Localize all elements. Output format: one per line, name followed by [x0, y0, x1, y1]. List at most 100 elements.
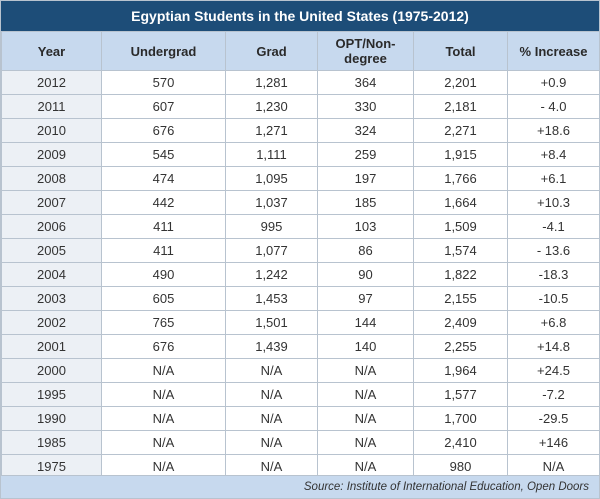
cell-opt: 97: [317, 286, 414, 311]
cell-opt: 90: [317, 262, 414, 287]
cell-grad: 1,095: [225, 166, 318, 191]
cell-undergrad: 490: [101, 262, 226, 287]
cell-opt: 259: [317, 142, 414, 167]
cell-undergrad: N/A: [101, 406, 226, 431]
cell-undergrad: 411: [101, 238, 226, 263]
cell-undergrad: N/A: [101, 382, 226, 407]
cell-year: 1975: [1, 454, 102, 479]
cell-increase: - 13.6: [507, 238, 600, 263]
cell-grad: 1,281: [225, 70, 318, 95]
cell-undergrad: N/A: [101, 358, 226, 383]
cell-undergrad: 676: [101, 118, 226, 143]
cell-undergrad: 474: [101, 166, 226, 191]
cell-increase: +10.3: [507, 190, 600, 215]
cell-year: 2005: [1, 238, 102, 263]
cell-year: 2009: [1, 142, 102, 167]
table-row: 2011 607 1,230 330 2,181- 4.0: [1, 94, 600, 119]
cell-increase: -10.5: [507, 286, 600, 311]
cell-opt: 144: [317, 310, 414, 335]
cell-increase: -7.2: [507, 382, 600, 407]
cell-opt: 197: [317, 166, 414, 191]
cell-grad: N/A: [225, 430, 318, 455]
cell-increase: N/A: [507, 454, 600, 479]
cell-year: 2002: [1, 310, 102, 335]
cell-opt: 86: [317, 238, 414, 263]
cell-undergrad: 765: [101, 310, 226, 335]
header-year: Year: [1, 31, 102, 71]
cell-increase: +6.1: [507, 166, 600, 191]
table-row: 2003 605 1,453 97 2,155 -10.5: [1, 286, 600, 311]
cell-total: 2,255: [413, 334, 508, 359]
cell-total: 2,409: [413, 310, 508, 335]
cell-year: 2004: [1, 262, 102, 287]
cell-grad: 1,271: [225, 118, 318, 143]
cell-total: 2,271: [413, 118, 508, 143]
cell-increase: +18.6: [507, 118, 600, 143]
cell-undergrad: 442: [101, 190, 226, 215]
cell-total: 1,915: [413, 142, 508, 167]
header-undergrad: Undergrad: [101, 31, 226, 71]
table-row: 2002 765 1,501 144 2,409 +6.8: [1, 310, 600, 335]
cell-opt: N/A: [317, 430, 414, 455]
cell-total: 2,181: [413, 94, 508, 119]
cell-total: 2,410: [413, 430, 508, 455]
cell-total: 2,155: [413, 286, 508, 311]
cell-grad: 1,439: [225, 334, 318, 359]
cell-grad: 1,077: [225, 238, 318, 263]
table-row: 2009 545 1,111 259 1,915 +8.4: [1, 142, 600, 167]
table-row: 2000 N/A N/A N/A 1,964 +24.5: [1, 358, 600, 383]
cell-year: 2000: [1, 358, 102, 383]
table-row: 1995 N/A N/A N/A 1,577 -7.2: [1, 382, 600, 407]
table-title: Egyptian Students in the United States (…: [1, 1, 599, 31]
cell-year: 2006: [1, 214, 102, 239]
cell-increase: -29.5: [507, 406, 600, 431]
cell-increase: +24.5: [507, 358, 600, 383]
cell-undergrad: 676: [101, 334, 226, 359]
cell-undergrad: 605: [101, 286, 226, 311]
cell-grad: 995: [225, 214, 318, 239]
header-increase: % Increase: [507, 31, 600, 71]
cell-total: 980: [413, 454, 508, 479]
cell-undergrad: N/A: [101, 430, 226, 455]
cell-opt: N/A: [317, 406, 414, 431]
cell-increase: -4.1: [507, 214, 600, 239]
cell-opt: 185: [317, 190, 414, 215]
table-row: 2004 490 1,242 90 1,822 -18.3: [1, 262, 600, 287]
header-row: Year Undergrad Grad OPT/Non-degree Total…: [1, 31, 600, 71]
cell-total: 2,201: [413, 70, 508, 95]
header-opt-line1: OPT/Non-: [335, 36, 396, 51]
cell-year: 1990: [1, 406, 102, 431]
cell-opt: 330: [317, 94, 414, 119]
cell-total: 1,509: [413, 214, 508, 239]
cell-total: 1,700: [413, 406, 508, 431]
cell-undergrad: 545: [101, 142, 226, 167]
cell-grad: N/A: [225, 358, 318, 383]
header-opt: OPT/Non-degree: [317, 31, 414, 71]
table-row: 2010 676 1,271 324 2,271 +18.6: [1, 118, 600, 143]
table-row: 2012 570 1,281 364 2,201 +0.9: [1, 70, 600, 95]
cell-increase: +0.9: [507, 70, 600, 95]
cell-year: 2008: [1, 166, 102, 191]
table-row: 2007 442 1,037 185 1,664 +10.3: [1, 190, 600, 215]
cell-total: 1,822: [413, 262, 508, 287]
cell-year: 1985: [1, 430, 102, 455]
cell-opt: 364: [317, 70, 414, 95]
table-row: 2006 411 995 103 1,509 -4.1: [1, 214, 600, 239]
cell-grad: 1,242: [225, 262, 318, 287]
cell-grad: 1,230: [225, 94, 318, 119]
cell-total: 1,664: [413, 190, 508, 215]
cell-total: 1,766: [413, 166, 508, 191]
cell-grad: 1,037: [225, 190, 318, 215]
header-opt-line2: degree: [344, 51, 387, 66]
cell-year: 2012: [1, 70, 102, 95]
table-row: 2008 474 1,095 197 1,766 +6.1: [1, 166, 600, 191]
cell-grad: N/A: [225, 382, 318, 407]
source-note: Source: Institute of International Educa…: [1, 475, 599, 498]
cell-increase: +6.8: [507, 310, 600, 335]
cell-grad: 1,453: [225, 286, 318, 311]
cell-year: 1995: [1, 382, 102, 407]
cell-undergrad: 607: [101, 94, 226, 119]
cell-year: 2001: [1, 334, 102, 359]
cell-opt: N/A: [317, 358, 414, 383]
